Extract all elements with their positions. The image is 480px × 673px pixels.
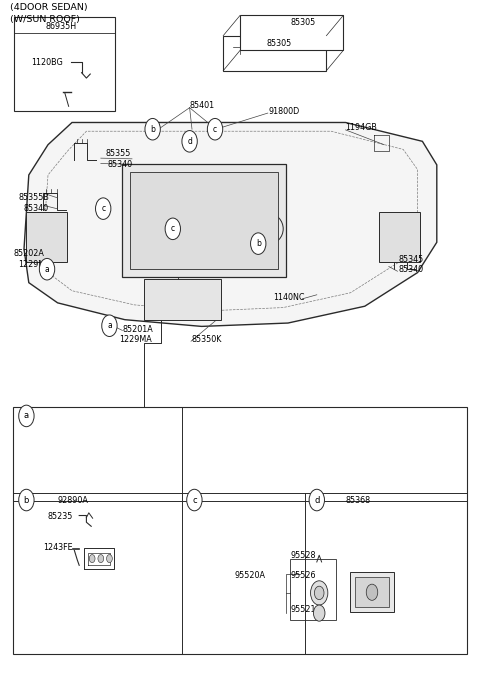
Text: 85350K: 85350K bbox=[191, 335, 221, 345]
Text: 95526: 95526 bbox=[290, 571, 316, 580]
Circle shape bbox=[187, 489, 202, 511]
Text: 95528: 95528 bbox=[290, 551, 316, 560]
Text: c: c bbox=[213, 125, 217, 134]
Bar bbox=[122, 164, 286, 277]
Circle shape bbox=[165, 218, 180, 240]
Text: (4DOOR SEDAN)
(W/SUN ROOF): (4DOOR SEDAN) (W/SUN ROOF) bbox=[10, 3, 87, 24]
Circle shape bbox=[207, 118, 223, 140]
Text: 85235: 85235 bbox=[48, 512, 73, 522]
Text: 91800D: 91800D bbox=[269, 106, 300, 116]
Text: b: b bbox=[256, 239, 261, 248]
Circle shape bbox=[251, 233, 266, 254]
Text: 85368: 85368 bbox=[346, 495, 371, 505]
Text: 85202A: 85202A bbox=[13, 249, 44, 258]
Polygon shape bbox=[24, 122, 437, 326]
Circle shape bbox=[98, 555, 104, 563]
Ellipse shape bbox=[254, 214, 283, 244]
Text: 95521: 95521 bbox=[290, 604, 316, 614]
Bar bbox=[290, 559, 336, 620]
Text: c: c bbox=[192, 495, 197, 505]
Circle shape bbox=[145, 118, 160, 140]
Text: 1194GB: 1194GB bbox=[346, 123, 377, 133]
Text: 95520A: 95520A bbox=[234, 571, 265, 580]
Text: c: c bbox=[171, 224, 175, 234]
Circle shape bbox=[366, 584, 378, 600]
Text: 85355B: 85355B bbox=[18, 193, 49, 203]
Text: 85345: 85345 bbox=[398, 254, 424, 264]
Bar bbox=[355, 577, 389, 607]
Circle shape bbox=[96, 198, 111, 219]
Circle shape bbox=[107, 555, 112, 563]
Text: 1140NC: 1140NC bbox=[274, 293, 305, 302]
Text: d: d bbox=[187, 137, 192, 146]
Text: 85401: 85401 bbox=[190, 101, 215, 110]
Text: b: b bbox=[24, 495, 29, 505]
Circle shape bbox=[19, 405, 34, 427]
Text: 1229MA: 1229MA bbox=[18, 260, 51, 269]
Bar bbox=[13, 407, 467, 654]
Circle shape bbox=[311, 581, 328, 605]
Bar bbox=[223, 36, 326, 71]
Bar bbox=[26, 212, 67, 262]
Circle shape bbox=[309, 489, 324, 511]
Circle shape bbox=[182, 131, 197, 152]
Text: 92890A: 92890A bbox=[58, 495, 88, 505]
Circle shape bbox=[39, 258, 55, 280]
Circle shape bbox=[314, 586, 324, 600]
Bar bbox=[144, 279, 221, 320]
Bar bbox=[350, 572, 394, 612]
Circle shape bbox=[102, 315, 117, 336]
Text: c: c bbox=[101, 204, 105, 213]
Text: 85305: 85305 bbox=[266, 38, 292, 48]
Text: 85201A: 85201A bbox=[122, 324, 153, 334]
Text: 85340: 85340 bbox=[23, 204, 48, 213]
Bar bbox=[14, 17, 115, 111]
Text: b: b bbox=[150, 125, 155, 134]
Circle shape bbox=[89, 555, 95, 563]
Text: a: a bbox=[107, 321, 112, 330]
Text: 85305: 85305 bbox=[290, 18, 316, 28]
Text: 1229MA: 1229MA bbox=[119, 335, 152, 345]
Bar bbox=[379, 212, 420, 262]
Text: a: a bbox=[24, 411, 29, 421]
Bar bbox=[130, 172, 278, 269]
Text: 85340: 85340 bbox=[398, 265, 423, 275]
Text: 86935H: 86935H bbox=[46, 22, 77, 32]
Ellipse shape bbox=[174, 203, 201, 231]
Circle shape bbox=[313, 605, 325, 621]
Text: 1120BG: 1120BG bbox=[31, 58, 63, 67]
Text: 85340: 85340 bbox=[108, 160, 133, 169]
Text: d: d bbox=[314, 495, 320, 505]
Circle shape bbox=[19, 489, 34, 511]
Text: 85355: 85355 bbox=[106, 149, 131, 158]
Bar bbox=[240, 15, 343, 50]
Text: a: a bbox=[45, 264, 49, 274]
Text: 1243FE: 1243FE bbox=[43, 543, 73, 553]
